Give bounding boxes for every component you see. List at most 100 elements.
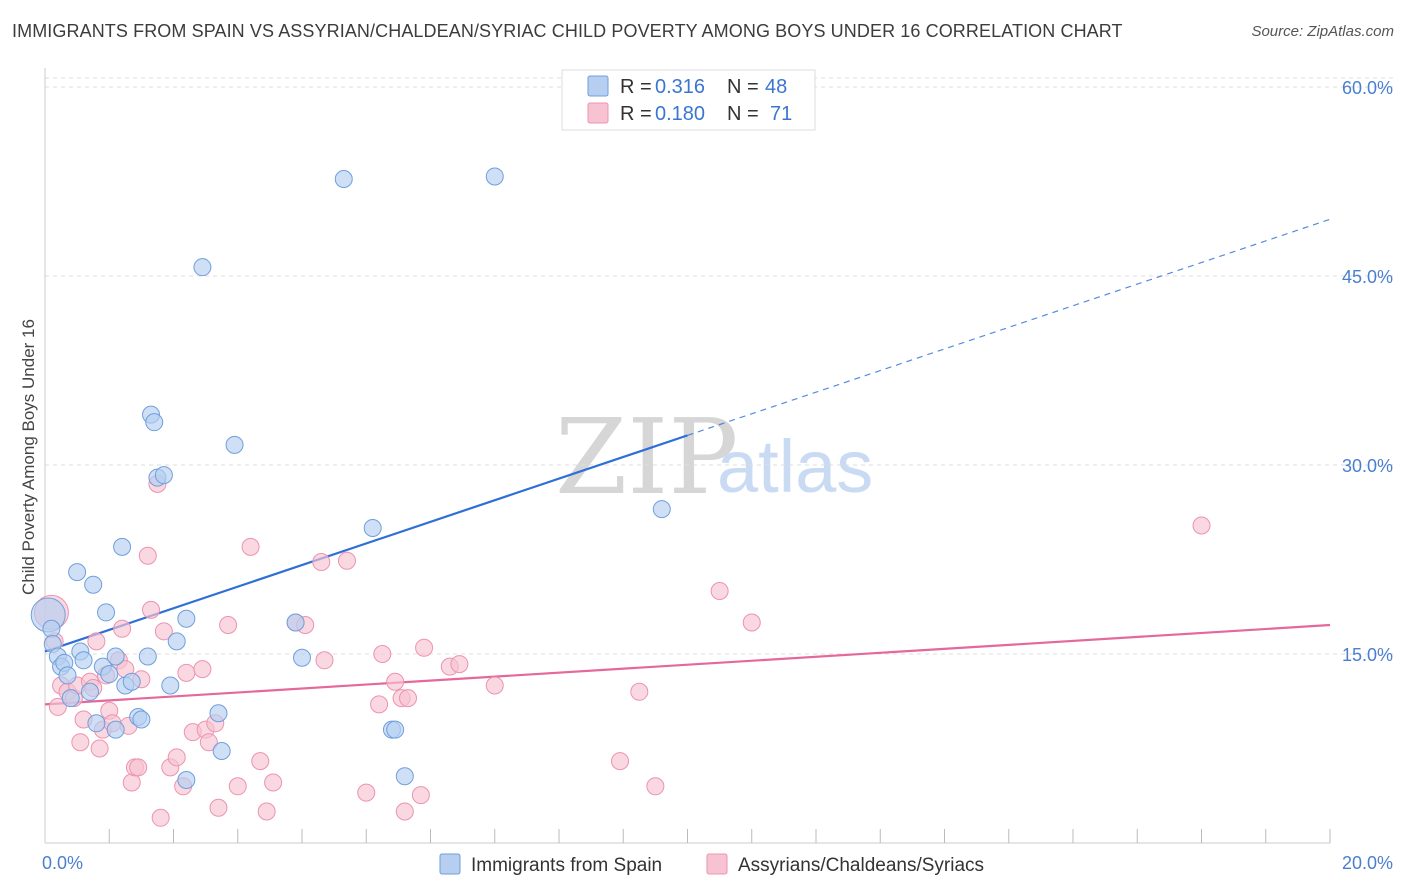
point-assyrian-64 xyxy=(630,682,649,701)
point-assyrian-29 xyxy=(154,622,173,641)
legend-r-label-spain: R = xyxy=(620,76,652,98)
grid xyxy=(45,77,1395,655)
point-assyrian-7 xyxy=(71,733,90,752)
axes: 15.0% 30.0% 45.0% 60.0% 0.0% 20.0% xyxy=(42,68,1393,873)
point-spain-15 xyxy=(97,603,116,622)
point-spain-33 xyxy=(193,258,212,277)
point-spain-39 xyxy=(334,169,353,188)
point-assyrian-62 xyxy=(485,676,504,695)
y-tick-label-30: 30.0% xyxy=(1342,456,1393,476)
legend-swatch-assyrian xyxy=(587,102,609,124)
point-spain-35 xyxy=(212,742,231,761)
point-spain-43 xyxy=(395,767,414,786)
trend-line-spain xyxy=(44,434,688,653)
legend-r-value-spain: 0.316 xyxy=(655,76,705,98)
point-spain-17 xyxy=(106,720,125,739)
point-assyrian-21 xyxy=(122,773,141,792)
point-assyrian-58 xyxy=(411,786,430,805)
point-assyrian-41 xyxy=(228,777,247,796)
point-assyrian-65 xyxy=(646,777,665,796)
point-assyrian-59 xyxy=(415,638,434,657)
series-legend-swatch-spain xyxy=(439,853,461,875)
point-spain-37 xyxy=(286,613,305,632)
point-spain-10 xyxy=(74,651,93,670)
point-assyrian-45 xyxy=(264,773,283,792)
legend-n-value-assyrian: 71 xyxy=(770,103,792,125)
point-spain-8 xyxy=(68,563,87,582)
point-spain-12 xyxy=(84,575,103,594)
point-assyrian-67 xyxy=(742,613,761,632)
source-credit: Source: ZipAtlas.com xyxy=(1251,23,1394,40)
y-tick-label-15: 15.0% xyxy=(1342,645,1393,665)
watermark-atlas: atlas xyxy=(717,425,873,508)
point-spain-38 xyxy=(293,648,311,667)
point-assyrian-50 xyxy=(337,551,356,570)
point-spain-34 xyxy=(209,704,228,723)
trend-line-spain-projection xyxy=(687,218,1331,436)
point-spain-6 xyxy=(58,666,77,685)
point-spain-28 xyxy=(154,466,173,485)
point-assyrian-63 xyxy=(611,752,630,771)
point-spain-1 xyxy=(42,619,61,638)
point-assyrian-66 xyxy=(710,582,729,600)
point-spain-26 xyxy=(145,413,164,432)
point-assyrian-31 xyxy=(167,748,186,767)
point-assyrian-54 xyxy=(386,672,405,691)
legend-r-label-assyrian: R = xyxy=(620,103,652,125)
legend-n-label-assyrian: N = xyxy=(727,103,759,125)
point-assyrian-42 xyxy=(241,537,260,556)
x-tick-label-min: 0.0% xyxy=(42,853,83,873)
x-tick-label-max: 20.0% xyxy=(1342,853,1393,873)
point-spain-7 xyxy=(61,689,80,708)
series-legend: Immigrants from Spain Assyrians/Chaldean… xyxy=(439,853,984,876)
point-assyrian-48 xyxy=(312,553,331,572)
point-assyrian-57 xyxy=(399,689,418,708)
point-spain-18 xyxy=(106,647,125,666)
point-assyrian-44 xyxy=(257,802,276,821)
trend-line-assyrian xyxy=(44,623,1331,706)
point-spain-23 xyxy=(132,710,151,729)
point-assyrian-2 xyxy=(48,697,67,716)
point-assyrian-53 xyxy=(373,645,392,663)
point-assyrian-43 xyxy=(251,752,270,771)
point-assyrian-12 xyxy=(90,739,109,758)
chart-title: IMMIGRANTS FROM SPAIN VS ASSYRIAN/CHALDE… xyxy=(12,21,1123,41)
series-legend-swatch-assyrian xyxy=(706,853,728,875)
point-assyrian-52 xyxy=(370,695,389,714)
point-spain-13 xyxy=(87,714,106,733)
point-spain-30 xyxy=(167,632,186,651)
point-assyrian-49 xyxy=(315,651,334,670)
point-spain-19 xyxy=(113,537,132,556)
legend-n-label-spain: N = xyxy=(727,76,759,98)
point-assyrian-25 xyxy=(138,546,157,565)
point-assyrian-18 xyxy=(113,619,132,638)
point-spain-32 xyxy=(177,609,196,628)
point-assyrian-51 xyxy=(357,783,376,802)
point-assyrian-28 xyxy=(151,808,170,827)
watermark-zip: ZIP xyxy=(555,396,738,518)
point-spain-29 xyxy=(161,676,180,695)
point-assyrian-26 xyxy=(142,600,161,619)
point-assyrian-33 xyxy=(177,663,196,682)
point-spain-36 xyxy=(225,435,244,454)
point-assyrian-40 xyxy=(219,616,238,635)
point-assyrian-11 xyxy=(87,632,106,651)
legend-swatch-spain xyxy=(587,75,609,97)
point-spain-40 xyxy=(363,519,382,537)
point-assyrian-35 xyxy=(193,660,212,679)
y-tick-label-45: 45.0% xyxy=(1342,267,1393,287)
point-spain-11 xyxy=(80,682,99,701)
y-axis-label: Child Poverty Among Boys Under 16 xyxy=(19,319,38,595)
point-spain-44 xyxy=(485,167,504,186)
point-assyrian-61 xyxy=(450,655,469,674)
point-spain-16 xyxy=(100,665,119,684)
y-tick-label-60: 60.0% xyxy=(1342,78,1393,98)
point-assyrian-39 xyxy=(209,798,228,817)
point-assyrian-37 xyxy=(199,733,218,752)
stats-legend: R = 0.316 N = 48 R = 0.180 N = 71 xyxy=(561,69,816,131)
point-spain-45 xyxy=(652,500,671,519)
data-points xyxy=(30,167,1211,827)
series-legend-label-assyrian: Assyrians/Chaldeans/Syriacs xyxy=(738,855,984,876)
point-spain-21 xyxy=(122,672,141,691)
